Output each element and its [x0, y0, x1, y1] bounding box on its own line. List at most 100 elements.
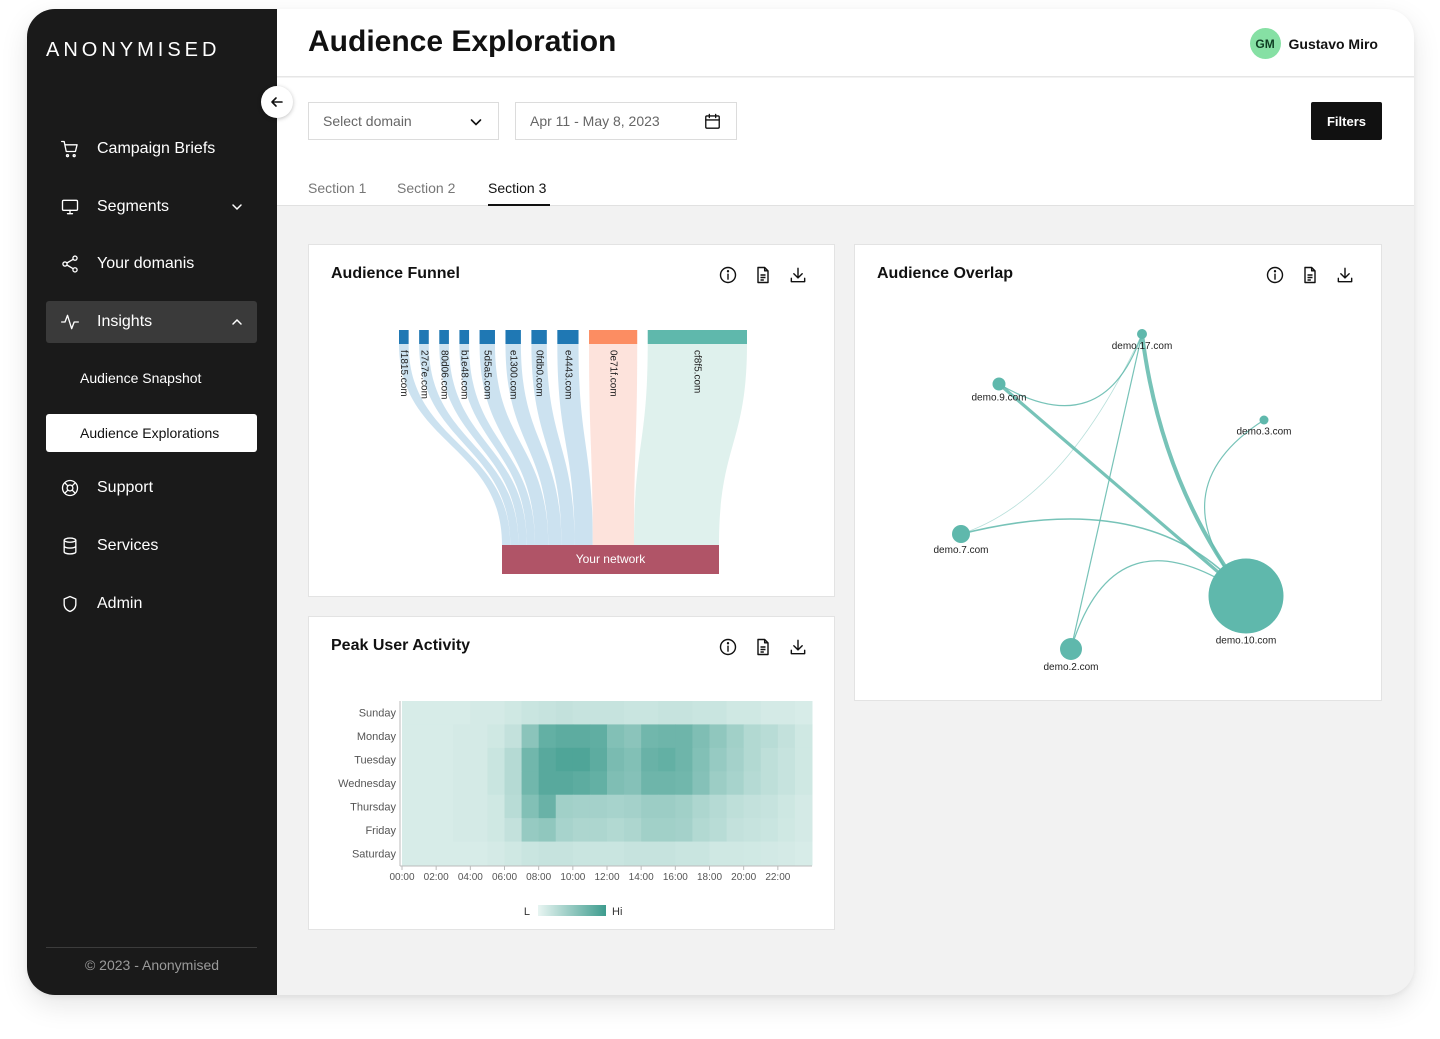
heatmap-cell [760, 841, 779, 866]
document-icon[interactable] [752, 636, 773, 657]
heatmap-cell [760, 818, 779, 843]
download-icon[interactable] [1334, 264, 1355, 285]
domain-select-placeholder: Select domain [323, 113, 412, 129]
download-icon[interactable] [787, 636, 808, 657]
heatmap-cell [487, 841, 505, 866]
heatmap-y-label: Thursday [350, 801, 396, 813]
heatmap-cell [709, 794, 728, 819]
funnel-source-label: 5d5a5.com [482, 350, 493, 399]
info-icon[interactable] [1264, 264, 1285, 285]
info-icon[interactable] [717, 264, 738, 285]
heatmap-cell [607, 818, 625, 843]
heatmap-cell [487, 724, 505, 749]
document-icon[interactable] [752, 264, 773, 285]
domain-select[interactable]: Select domain [308, 102, 499, 140]
heatmap-cell [624, 771, 642, 796]
filters-button[interactable]: Filters [1311, 102, 1382, 140]
network-node [1060, 638, 1082, 660]
sidebar-item-campaign-briefs[interactable]: Campaign Briefs [46, 128, 257, 170]
sidebar-item-admin[interactable]: Admin [46, 583, 257, 625]
heatmap-cell [624, 841, 642, 866]
document-icon[interactable] [1299, 264, 1320, 285]
sidebar-subitem-audience-snapshot[interactable]: Audience Snapshot [80, 370, 202, 386]
date-range-picker[interactable]: Apr 11 - May 8, 2023 [515, 102, 737, 140]
heatmap-cell [470, 771, 488, 796]
sidebar-item-support[interactable]: Support [46, 467, 257, 509]
heatmap-cell [675, 701, 693, 725]
heatmap-cell [709, 771, 728, 796]
heatmap-x-label: 12:00 [594, 872, 619, 883]
heatmap-cell [794, 747, 813, 772]
heatmap-cell [572, 771, 591, 796]
heatmap-cell [504, 724, 523, 749]
heatmap-cell [743, 818, 762, 843]
sidebar-item-insights[interactable]: Insights [46, 301, 257, 343]
funnel-flow [589, 344, 638, 545]
network-node [952, 525, 970, 543]
heatmap-cell [777, 841, 796, 866]
tab-section-2[interactable]: Section 2 [397, 180, 456, 196]
heatmap-cell [641, 818, 659, 843]
sidebar-item-label: Insights [97, 313, 153, 330]
network-nodes: demo.17.com demo.9.com demo.3.com demo.7.co… [933, 329, 1292, 673]
brand-logo: ANONYMISED [46, 39, 221, 61]
heatmap-cell [436, 724, 454, 749]
heatmap-cell [709, 747, 728, 772]
card-actions [717, 636, 808, 657]
heatmap-cell [658, 701, 676, 725]
avatar: GM [1249, 28, 1281, 59]
funnel-source-label: f1815.com [398, 350, 409, 397]
heatmap-cell [521, 771, 540, 796]
sidebar-subitem-audience-explorations[interactable]: Audience Explorations [46, 414, 257, 452]
heatmap-cell [624, 701, 642, 725]
heatmap-cell [777, 701, 796, 725]
heatmap-cell [794, 701, 813, 725]
user-menu[interactable]: GM Gustavo Miro [1249, 28, 1378, 59]
collapse-sidebar-button[interactable] [261, 86, 293, 118]
sidebar-item-services[interactable]: Services [46, 525, 257, 567]
heatmap-cell [487, 794, 505, 819]
network-link [1070, 333, 1143, 650]
network-link [997, 382, 1248, 598]
heatmap-cell [470, 794, 488, 819]
heatmap-cell [692, 701, 710, 725]
heatmap-cell [658, 724, 676, 749]
sidebar-item-segments[interactable]: Segments [46, 186, 257, 228]
sidebar-item-your-domains[interactable]: Your domanis [46, 243, 257, 285]
heatmap-cell [589, 841, 608, 866]
funnel-source-bar [479, 330, 495, 344]
info-icon[interactable] [717, 636, 738, 657]
heatmap-cell [453, 841, 471, 866]
heatmap-cell [624, 747, 642, 772]
heatmap-cell [658, 794, 676, 819]
network-node-label: demo.3.com [1236, 427, 1291, 438]
heatmap-cell [675, 747, 693, 772]
main-content: Audience Exploration GM Gustavo Miro Sel… [277, 9, 1414, 995]
tab-section-1[interactable]: Section 1 [308, 180, 367, 196]
heatmap-cell [692, 841, 710, 866]
network-node-label: demo.7.com [933, 545, 988, 556]
heatmap-cell [572, 724, 591, 749]
heatmap-cell [607, 794, 625, 819]
heatmap-cell [555, 794, 574, 819]
top-bar: Audience Exploration GM Gustavo Miro [277, 9, 1414, 77]
funnel-flow [505, 344, 562, 545]
heatmap-cell [777, 724, 796, 749]
funnel-flow [479, 344, 549, 545]
heatmap-cell [419, 841, 437, 866]
network-node [992, 377, 1006, 391]
heatmap-y-label: Saturday [352, 848, 397, 860]
heatmap-cell [709, 701, 728, 725]
heatmap-cell [470, 701, 488, 725]
card-actions [1264, 264, 1355, 285]
page-title: Audience Exploration [308, 25, 617, 58]
tab-section-3[interactable]: Section 3 [488, 180, 547, 196]
heatmap-cell [487, 818, 505, 843]
heatmap-cell [641, 747, 659, 772]
audience-funnel-card: Audience Funnel f1815.com 27c7e.com 80d06.… [308, 244, 835, 597]
download-icon[interactable] [787, 264, 808, 285]
funnel-source-label: 27c7e.com [418, 350, 429, 399]
date-range-value: Apr 11 - May 8, 2023 [530, 113, 660, 129]
heatmap-cell [572, 818, 591, 843]
funnel-source-label: b1e48.com [459, 350, 470, 399]
